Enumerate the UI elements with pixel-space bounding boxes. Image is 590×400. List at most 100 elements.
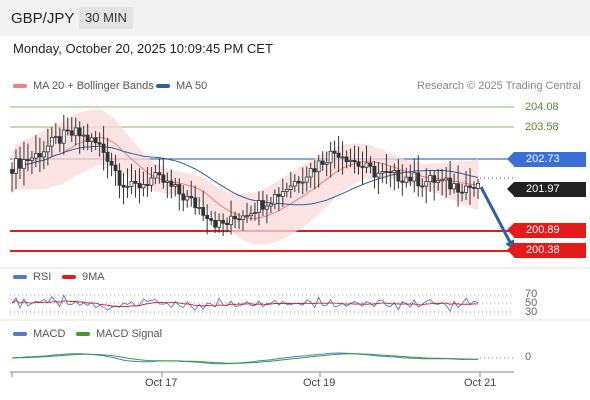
candle-body — [153, 172, 158, 179]
rsi-label-50: 50 — [525, 297, 538, 309]
candle-body — [10, 169, 14, 174]
candle-body — [288, 185, 293, 190]
candle-body — [428, 175, 433, 183]
candle-body — [384, 171, 389, 173]
candle-body — [105, 152, 110, 162]
candle-body — [300, 181, 305, 184]
ma50-swatch — [156, 84, 170, 88]
candle-body — [276, 193, 281, 197]
candle-body — [22, 159, 26, 169]
legend-rsi-ma-label: 9MA — [82, 271, 105, 283]
candle-body — [336, 152, 341, 158]
candle-body — [85, 134, 90, 143]
candle-body — [81, 134, 86, 137]
candle-body — [344, 156, 349, 162]
candle-body — [161, 174, 166, 183]
candle-body — [352, 159, 357, 163]
candle-body — [237, 218, 241, 221]
candle-body — [332, 150, 337, 154]
candle-body — [157, 172, 162, 176]
candle-body — [416, 172, 421, 187]
candle-body — [213, 219, 218, 228]
candle-body — [400, 180, 405, 183]
candle-body — [117, 170, 122, 186]
legend-ma50-label: MA 50 — [176, 80, 208, 92]
candle-body — [193, 197, 198, 209]
legend-rsi-label: RSI — [33, 271, 52, 283]
candle-body — [89, 137, 94, 143]
candle-body — [225, 222, 229, 225]
candle-body — [209, 218, 214, 221]
candle-body — [320, 160, 325, 165]
candle-body — [284, 189, 289, 192]
candle-body — [296, 180, 301, 184]
candle-body — [201, 207, 206, 216]
candle-body — [476, 183, 480, 189]
timeframe-button[interactable]: 30 MIN — [79, 7, 133, 29]
candle-body — [368, 162, 373, 167]
macd-signal-swatch — [76, 332, 90, 336]
candle-body — [26, 159, 30, 161]
candle-body — [249, 213, 253, 217]
candle-body — [265, 205, 269, 210]
candle-body — [14, 158, 18, 174]
candle-body — [241, 215, 245, 220]
candle-body — [69, 130, 74, 136]
candle-body — [129, 180, 134, 187]
candlesticks — [10, 114, 480, 237]
candle-body — [169, 180, 174, 187]
macd-swatch — [13, 332, 27, 336]
legend-ma20-label: MA 20 + Bollinger Bands — [33, 80, 154, 92]
candle-body — [396, 170, 401, 182]
candle-body — [133, 180, 138, 184]
candle-body — [257, 200, 261, 214]
candle-body — [253, 212, 257, 215]
symbol-title: GBP/JPY — [11, 10, 75, 27]
candle-body — [101, 143, 106, 153]
candle-body — [388, 171, 393, 174]
candle-body — [49, 136, 54, 147]
candle-body — [324, 162, 329, 165]
timestamp: Monday, October 20, 2025 10:09:45 PM CET — [13, 41, 273, 56]
macd-lines — [11, 352, 479, 365]
candle-body — [30, 157, 34, 161]
candle-body — [149, 177, 154, 186]
candle-body — [404, 176, 409, 183]
legend-macd-label: MACD — [33, 328, 66, 340]
legend-macd: MACD — [13, 328, 65, 340]
candle-body — [448, 177, 453, 190]
candle-body — [221, 220, 225, 224]
candle-body — [424, 181, 429, 187]
rsi-label-30: 30 — [525, 306, 538, 318]
candle-body — [420, 185, 425, 188]
rsi-lines — [11, 293, 479, 312]
candle-body — [18, 158, 22, 169]
candle-body — [205, 214, 210, 220]
candle-body — [65, 129, 70, 132]
last-price-tag: 201.97 — [507, 182, 586, 197]
candle-body — [304, 176, 309, 183]
candle-body — [372, 166, 377, 178]
candle-body — [464, 185, 468, 193]
candle-body — [328, 150, 333, 164]
rsi-swatch — [13, 275, 27, 279]
candle-body — [272, 193, 277, 205]
candle-body — [316, 160, 321, 173]
candle-body — [165, 180, 170, 183]
rsi-line — [11, 293, 479, 312]
bollinger-band-fill — [12, 109, 478, 245]
candle-body — [33, 153, 38, 159]
candle-body — [109, 160, 114, 166]
candle-body — [245, 215, 249, 218]
ma20-swatch — [13, 84, 27, 88]
candle-body — [173, 184, 178, 187]
legend-macd-signal: MACD Signal — [76, 328, 162, 340]
candle-body — [121, 184, 126, 188]
legend-rsi: RSI — [13, 271, 51, 283]
legend-ma50: MA 50 — [156, 80, 207, 92]
candle-body — [412, 172, 417, 182]
candle-body — [268, 203, 273, 207]
candle-body — [77, 127, 82, 137]
x-axis-ticks — [11, 372, 481, 377]
